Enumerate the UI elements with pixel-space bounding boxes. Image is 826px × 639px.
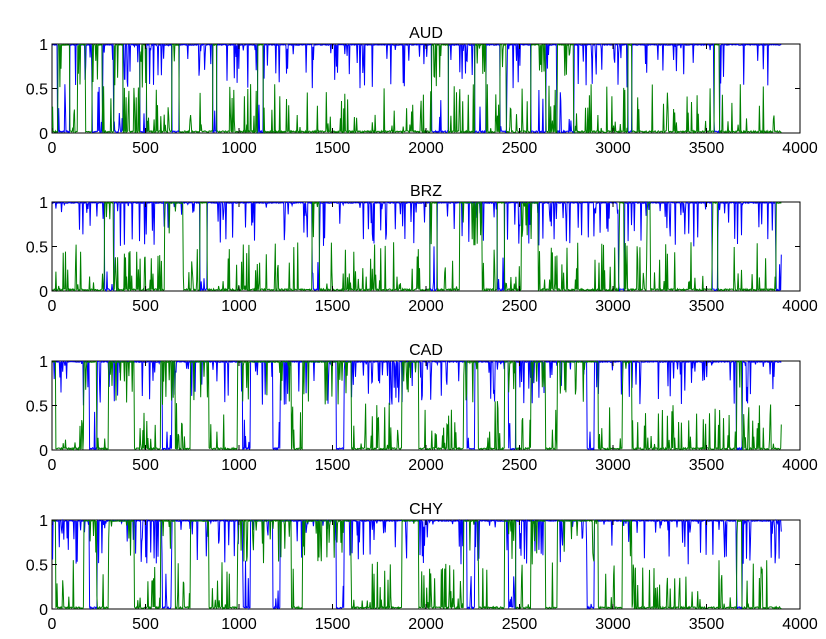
y-tick-label: 0 (39, 443, 48, 460)
x-tick-label: 500 (132, 140, 159, 157)
x-tick-label: 4000 (782, 140, 818, 157)
x-tick-label: 1500 (315, 140, 351, 157)
x-tick-label: 2500 (502, 457, 538, 474)
series-line-green (52, 360, 782, 451)
x-tick-label: 3500 (689, 616, 725, 633)
x-tick-label: 0 (48, 457, 57, 474)
x-tick-label: 500 (132, 457, 159, 474)
y-tick-label: 1 (39, 37, 48, 54)
x-tick-label: 0 (48, 298, 57, 315)
x-tick-label: 1500 (315, 616, 351, 633)
x-tick-label: 1000 (221, 457, 257, 474)
y-tick-label: 0 (39, 602, 48, 619)
subplot-title: CHY (409, 501, 443, 518)
y-tick-label: 1 (39, 513, 48, 530)
series-line-green (52, 43, 782, 134)
x-tick-label: 2000 (408, 140, 444, 157)
subplot-aud: 0 500 1000 1500 2000 2500 3000 3500 4000 0 0.5 1 AUD (26, 25, 818, 157)
x-tick-label: 500 (132, 616, 159, 633)
x-tick-label: 2500 (502, 616, 538, 633)
subplot-cad: 0 500 1000 1500 2000 2500 3000 3500 4000 0 0.5 1 CAD (26, 342, 818, 474)
x-tick-label: 4000 (782, 616, 818, 633)
series-line-green (52, 201, 782, 292)
x-tick-label: 3500 (689, 140, 725, 157)
y-tick-label: 1 (39, 354, 48, 371)
y-tick-label: 0 (39, 126, 48, 143)
x-tick-label: 3000 (595, 140, 631, 157)
y-tick-label: 1 (39, 195, 48, 212)
y-tick-label: 0 (39, 284, 48, 301)
y-tick-label: 0.5 (26, 399, 48, 416)
series-line-green (52, 519, 782, 610)
x-tick-label: 1000 (221, 140, 257, 157)
x-tick-label: 3000 (595, 616, 631, 633)
subplot-brz: 0 500 1000 1500 2000 2500 3000 3500 4000 0 0.5 1 BRZ (26, 183, 818, 315)
x-tick-label: 2000 (408, 298, 444, 315)
series-line-blue (52, 43, 782, 134)
x-tick-label: 3000 (595, 298, 631, 315)
y-tick-label: 0.5 (26, 240, 48, 257)
x-tick-label: 3500 (689, 457, 725, 474)
x-tick-label: 1000 (221, 616, 257, 633)
y-tick-label: 0.5 (26, 558, 48, 575)
x-tick-label: 2000 (408, 616, 444, 633)
x-tick-label: 4000 (782, 298, 818, 315)
x-tick-label: 3500 (689, 298, 725, 315)
x-tick-label: 0 (48, 616, 57, 633)
x-tick-label: 2500 (502, 140, 538, 157)
x-tick-label: 2500 (502, 298, 538, 315)
subplot-title: CAD (409, 342, 443, 359)
x-tick-label: 500 (132, 298, 159, 315)
subplot-title: AUD (409, 25, 443, 42)
x-tick-label: 0 (48, 140, 57, 157)
y-tick-label: 0.5 (26, 82, 48, 99)
x-tick-label: 1500 (315, 298, 351, 315)
subplot-chy: 0 500 1000 1500 2000 2500 3000 3500 4000 0 0.5 1 CHY (26, 501, 818, 633)
x-tick-label: 1500 (315, 457, 351, 474)
x-tick-label: 2000 (408, 457, 444, 474)
x-tick-label: 1000 (221, 298, 257, 315)
x-tick-label: 4000 (782, 457, 818, 474)
x-tick-label: 3000 (595, 457, 631, 474)
subplot-title: BRZ (410, 183, 442, 200)
